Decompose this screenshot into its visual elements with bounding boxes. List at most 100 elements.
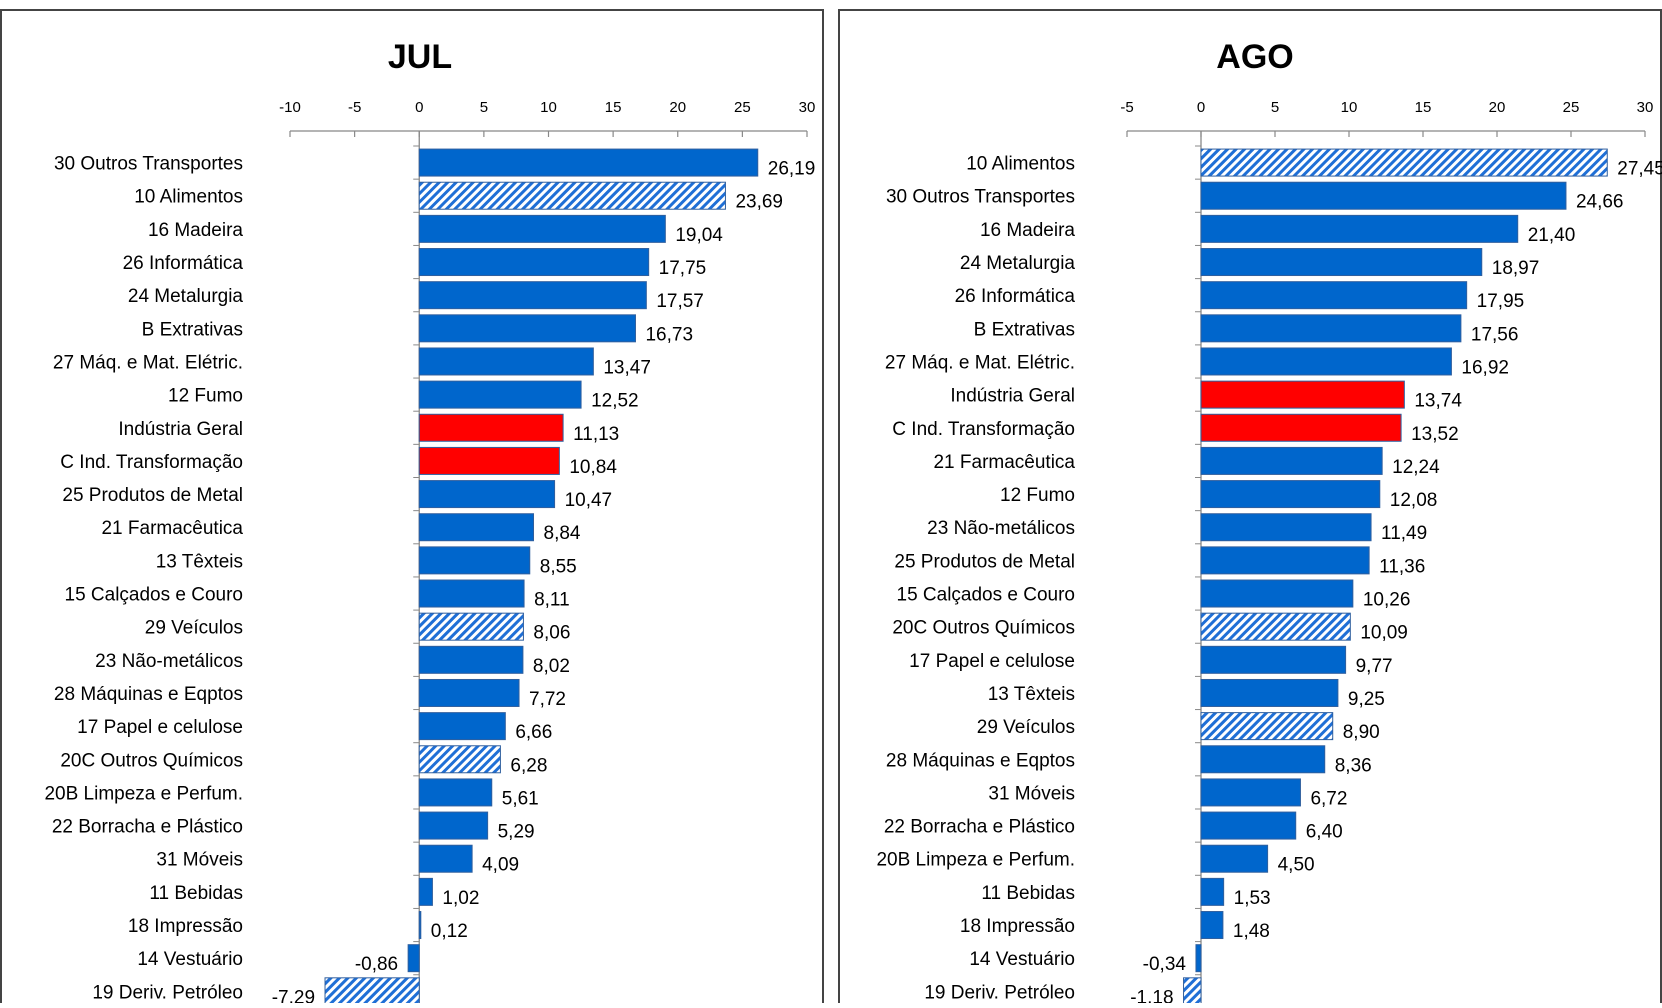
category-label: 30 Outros Transportes	[54, 154, 243, 175]
data-label: 6,72	[1310, 788, 1347, 809]
data-label: -7,29	[272, 987, 315, 1003]
data-label: 6,66	[515, 722, 552, 743]
bar	[1183, 977, 1202, 1006]
data-label: 17,75	[659, 258, 707, 279]
data-label: 10,47	[565, 490, 613, 511]
data-label: 26,19	[768, 159, 816, 180]
data-label: 5,29	[498, 822, 535, 843]
data-label: 17,95	[1477, 291, 1525, 312]
bar	[418, 513, 535, 542]
bar	[418, 480, 556, 509]
x-tick-label: 0	[415, 99, 423, 116]
data-label: 10,09	[1360, 623, 1408, 644]
x-tick-label: -5	[1120, 99, 1133, 116]
category-label: 28 Máquinas e Eqptos	[54, 684, 243, 705]
bar	[1200, 314, 1462, 343]
data-label: 17,57	[656, 291, 704, 312]
category-label: 28 Máquinas e Eqptos	[886, 750, 1075, 771]
category-label: 18 Impressão	[960, 916, 1075, 937]
data-label: 13,52	[1411, 424, 1459, 445]
data-label: 11,49	[1381, 523, 1427, 544]
data-label: 12,24	[1392, 457, 1440, 478]
bar	[418, 347, 594, 376]
category-label: 16 Madeira	[148, 220, 243, 241]
category-label: 20B Limpeza e Perfum.	[876, 850, 1075, 871]
bar	[418, 745, 501, 774]
data-label: 8,36	[1335, 755, 1372, 776]
bar	[418, 413, 564, 442]
data-label: 8,06	[533, 623, 570, 644]
data-label: 8,55	[540, 556, 577, 577]
bar	[418, 181, 726, 210]
x-tick-label: 0	[1197, 99, 1205, 116]
data-label: 16,73	[645, 324, 693, 345]
category-label: 17 Papel e celulose	[77, 717, 243, 738]
bar	[1200, 911, 1224, 940]
category-label: 10 Alimentos	[134, 187, 243, 208]
data-label: 11,36	[1379, 556, 1425, 577]
data-label: 12,08	[1390, 490, 1438, 511]
bar	[418, 314, 636, 343]
category-label: 31 Móveis	[156, 850, 243, 871]
bar	[418, 148, 759, 177]
data-label: 10,84	[569, 457, 617, 478]
category-label: 23 Não-metálicos	[95, 651, 243, 672]
category-label: 11 Bebidas	[981, 883, 1075, 904]
bar	[1200, 778, 1301, 807]
category-label: 19 Deriv. Petróleo	[924, 982, 1075, 1003]
category-label: 10 Alimentos	[966, 154, 1075, 175]
bar	[1200, 214, 1519, 243]
data-label: 4,09	[482, 855, 519, 876]
x-tick-label: 30	[799, 99, 816, 116]
bar	[418, 678, 520, 707]
category-label: 24 Metalurgia	[128, 286, 244, 307]
x-tick-label: 20	[1489, 99, 1506, 116]
data-label: 7,72	[529, 689, 566, 710]
bar	[418, 612, 524, 641]
data-label: 12,52	[591, 391, 639, 412]
chart-title: AGO	[1216, 38, 1293, 76]
data-label: 6,40	[1306, 822, 1343, 843]
data-label: -0,86	[355, 954, 398, 975]
category-label: 13 Têxteis	[156, 551, 243, 572]
bar	[1200, 248, 1483, 277]
x-tick-label: 25	[1563, 99, 1580, 116]
category-label: 25 Produtos de Metal	[894, 551, 1075, 572]
bar	[1200, 413, 1402, 442]
data-label: 23,69	[735, 192, 783, 213]
bar	[418, 712, 506, 741]
bar	[1200, 712, 1334, 741]
bar	[418, 380, 582, 409]
category-label: B Extrativas	[142, 319, 243, 340]
data-label: 27,45	[1617, 159, 1662, 180]
bar	[1200, 877, 1225, 906]
bar	[324, 977, 420, 1006]
category-label: 19 Deriv. Petróleo	[92, 982, 243, 1003]
category-label: 26 Informática	[123, 253, 244, 274]
x-tick-label: -5	[348, 99, 361, 116]
category-label: Indústria Geral	[118, 419, 243, 440]
x-tick-label: 30	[1637, 99, 1654, 116]
bar	[418, 844, 473, 873]
data-label: -1,18	[1130, 987, 1173, 1003]
x-tick-label: 5	[1271, 99, 1279, 116]
data-label: 8,90	[1343, 722, 1380, 743]
data-label: 6,28	[510, 755, 547, 776]
category-label: 26 Informática	[955, 286, 1076, 307]
category-label: 14 Vestuário	[969, 949, 1075, 970]
category-label: 29 Veículos	[977, 717, 1075, 738]
bar	[418, 546, 531, 575]
category-label: 14 Vestuário	[137, 949, 243, 970]
bar	[1200, 811, 1297, 840]
bar	[418, 811, 489, 840]
data-label: 5,61	[502, 788, 539, 809]
category-label: 25 Produtos de Metal	[62, 485, 243, 506]
bar	[418, 877, 433, 906]
category-label: B Extrativas	[974, 319, 1075, 340]
bar	[418, 248, 650, 277]
bar	[418, 446, 560, 475]
bar	[418, 214, 666, 243]
x-tick-label: 15	[605, 99, 622, 116]
chart-title: JUL	[388, 38, 452, 76]
category-label: 27 Máq. e Mat. Elétric.	[53, 352, 243, 373]
